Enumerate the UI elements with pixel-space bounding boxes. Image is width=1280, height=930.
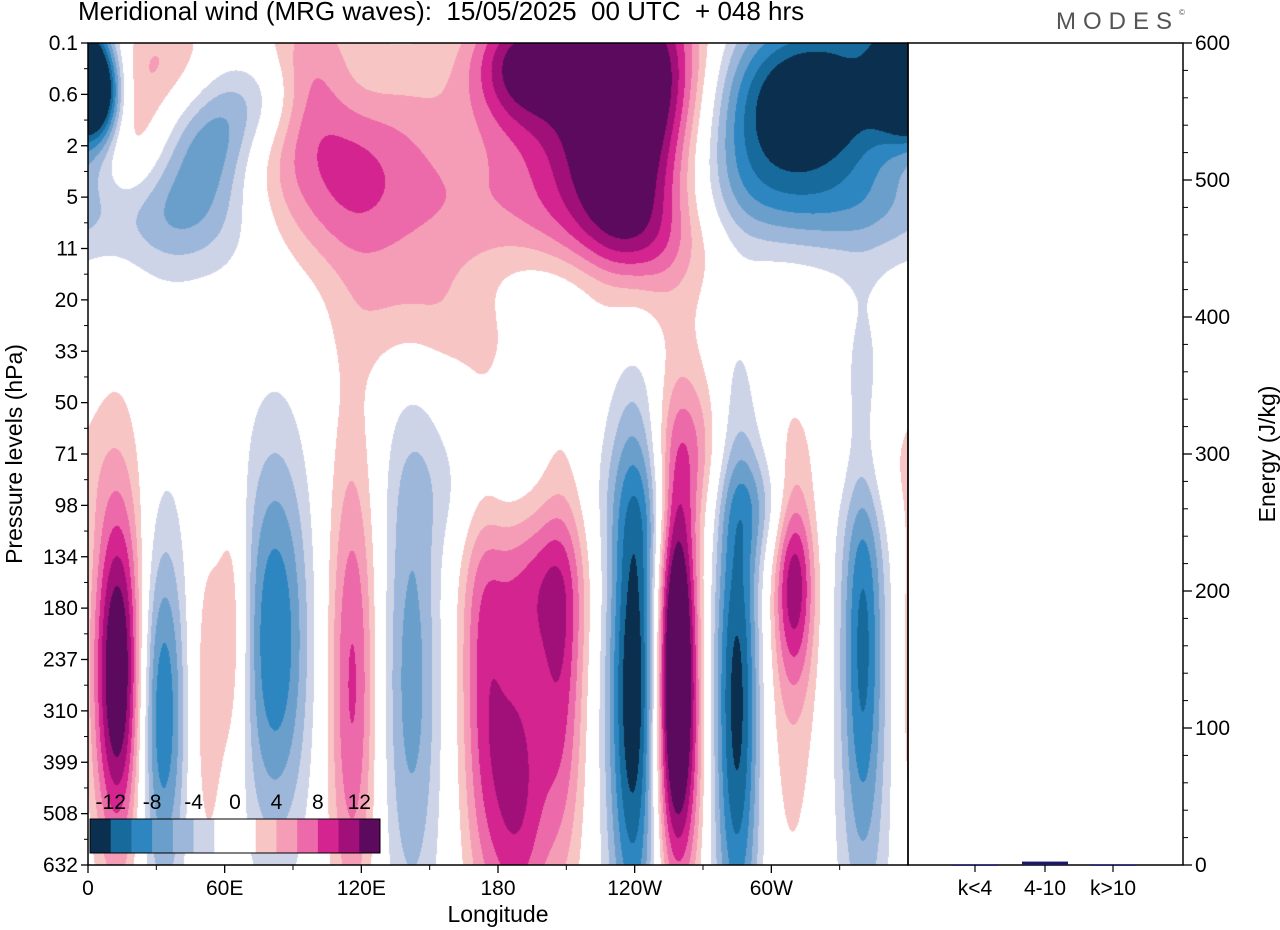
logo-mark: © [1179,8,1185,17]
colorbar-swatch [214,819,236,853]
energy-tick-label: 600 [1195,32,1230,55]
x-tick-label: 180 [480,877,515,900]
colorbar-swatch [297,819,319,853]
energy-panel: 0 100 200 300 400 500 600 Energy (J/kg) k<4 4-10 k… [907,32,1280,900]
y-tick-label: 0.1 [49,32,78,55]
energy-bar [1022,861,1068,865]
colorbar-label: 8 [312,791,324,814]
energy-category-label: k<4 [958,877,993,900]
y-tick-label: 237 [43,649,78,672]
y-tick-label: 399 [43,751,78,774]
energy-tick-label: 500 [1195,169,1230,192]
energy-category-label: k>10 [1090,877,1136,900]
x-tick-label: 0 [82,877,94,900]
y-tick-label: 0.6 [49,83,78,106]
colorbar-frame [89,818,381,854]
energy-axis-label: Energy (J/kg) [1254,386,1280,523]
colorbar-swatch [235,819,257,853]
colorbar-swatch [110,819,132,853]
axes: 0.1 0.6 2 5 11 20 33 50 71 98 134 180 237 310 399 508 63… [1,32,909,927]
energy-tick-label: 300 [1195,443,1230,466]
heatmap-field [88,43,908,865]
colorbar-label: 12 [348,791,371,814]
x-tick-label: 120E [337,877,386,900]
colorbar-swatch [90,819,112,853]
y-tick-label: 50 [55,392,78,415]
energy-tick-label: 200 [1195,580,1230,603]
energy-category-label: 4-10 [1024,877,1066,900]
colorbar-swatch [276,819,298,853]
colorbar-swatch [172,819,194,853]
y-axis-label: Pressure levels (hPa) [1,344,27,564]
heatmap-image [88,43,908,865]
y-tick-label: 134 [43,546,78,569]
y-tick-label: 508 [43,803,78,826]
energy-tick-label: 400 [1195,306,1230,329]
colorbar-swatch [131,819,153,853]
y-tick-label: 33 [55,340,78,363]
y-tick-label: 310 [43,700,78,723]
chart-title: Meridional wind (MRG waves): 15/05/2025 … [78,0,805,26]
colorbar-swatch [359,819,381,853]
logo-text: MODES [1056,8,1180,35]
x-tick-label: 120W [607,877,662,900]
y-tick-label: 2 [66,135,78,158]
y-tick-label: 71 [55,443,78,466]
colorbar-label: 4 [271,791,283,814]
y-tick-label: 632 [43,854,78,877]
colorbar-label: -4 [184,791,203,814]
energy-tick-label: 100 [1195,717,1230,740]
colorbar-label: 0 [229,791,241,814]
x-tick-label: 60E [206,877,243,900]
energy-tick-label: 0 [1195,854,1207,877]
y-tick-label: 5 [66,186,78,209]
energy-frame [907,42,1184,866]
colorbar: -12 -8 -4 0 4 8 12 [89,791,381,854]
colorbar-swatch [193,819,215,853]
colorbar-swatch [317,819,339,853]
x-tick-label: 60W [750,877,793,900]
colorbar-swatch [255,819,277,853]
x-axis-label: Longitude [447,901,548,927]
colorbar-swatch [152,819,174,853]
y-tick-label: 11 [56,238,78,261]
y-tick-label: 98 [55,494,78,517]
colorbar-label: -8 [143,791,162,814]
colorbar-label: -12 [96,791,126,814]
colorbar-swatch [338,819,360,853]
modes-logo: MODES© [1056,8,1185,36]
y-tick-label: 20 [55,289,78,312]
y-tick-label: 180 [43,597,78,620]
